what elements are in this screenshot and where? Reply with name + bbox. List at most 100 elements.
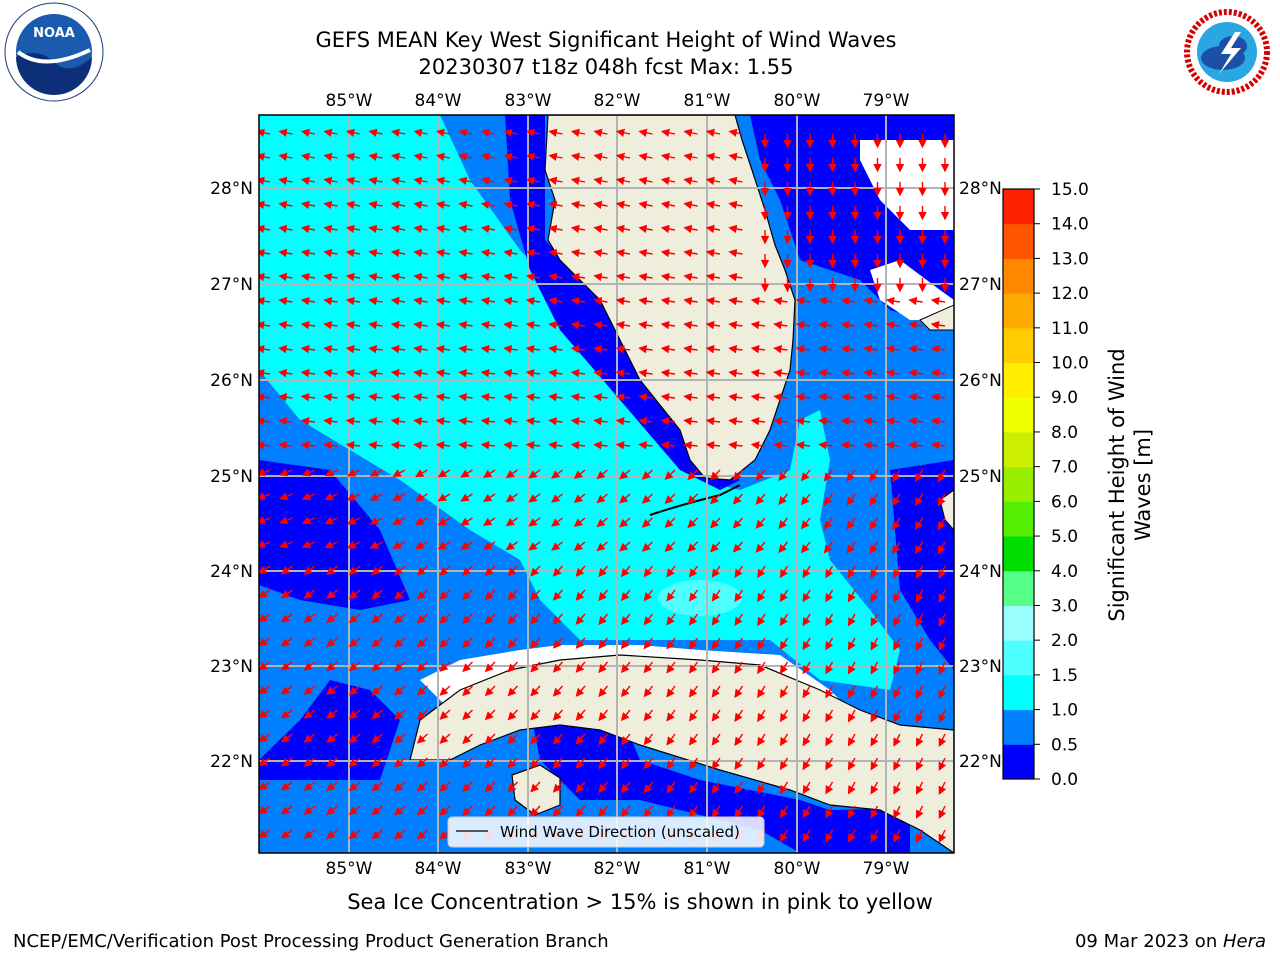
wave-direction-arrow xyxy=(688,613,699,626)
wave-direction-arrow xyxy=(593,296,608,306)
wave-direction-arrow xyxy=(825,685,834,699)
wave-direction-arrow xyxy=(503,176,518,185)
wave-direction-arrow xyxy=(439,733,451,744)
wave-direction-arrow xyxy=(638,248,653,258)
wave-direction-arrow xyxy=(548,441,563,450)
noaa-logo: NOAA xyxy=(4,2,104,102)
wave-direction-arrow xyxy=(870,661,879,675)
wave-direction-arrow xyxy=(345,393,361,402)
wave-direction-arrow xyxy=(458,320,473,330)
wave-direction-arrow xyxy=(683,441,698,450)
wave-direction-arrow xyxy=(278,128,293,137)
wave-direction-arrow xyxy=(530,637,541,649)
wave-direction-arrow xyxy=(938,589,947,603)
wave-direction-arrow xyxy=(908,417,923,426)
map-subtitle: 20230307 t18z 048h fcst Max: 1.55 xyxy=(418,55,794,79)
colorbar-tick-label: 5.0 xyxy=(1051,527,1078,547)
lon-label: 82°W xyxy=(594,91,641,111)
colorbar-tick-label: 2.0 xyxy=(1051,631,1078,651)
wave-direction-arrow xyxy=(938,637,947,651)
wave-direction-arrow xyxy=(779,733,789,747)
wave-direction-arrow xyxy=(416,709,428,720)
wave-direction-arrow xyxy=(938,709,947,723)
wave-direction-arrow xyxy=(570,441,586,450)
wave-direction-arrow xyxy=(802,781,811,795)
wave-direction-arrow xyxy=(345,272,361,282)
noaa-logo-text: NOAA xyxy=(33,26,75,41)
wave-direction-arrow xyxy=(593,128,608,137)
wave-direction-arrow xyxy=(570,417,586,426)
wave-direction-arrow xyxy=(728,441,743,450)
wave-direction-arrow xyxy=(368,296,383,306)
wave-direction-arrow xyxy=(593,248,608,258)
wave-direction-arrow xyxy=(413,176,428,185)
wave-direction-arrow xyxy=(643,565,654,578)
wave-direction-arrow xyxy=(734,781,744,794)
wave-direction-arrow xyxy=(750,296,766,306)
wave-direction-arrow xyxy=(394,733,406,744)
wave-direction-arrow xyxy=(435,128,451,137)
wave-direction-arrow xyxy=(869,493,879,506)
wave-direction-arrow xyxy=(503,200,518,210)
wave-direction-arrow xyxy=(462,781,473,793)
wave-direction-arrow xyxy=(348,685,361,696)
colorbar-tick-label: 0.0 xyxy=(1051,770,1078,790)
wave-direction-arrow xyxy=(552,733,564,745)
wave-direction-arrow xyxy=(885,393,901,402)
wave-direction-arrow xyxy=(795,369,811,378)
lon-label: 83°W xyxy=(505,859,552,879)
wave-direction-arrow xyxy=(259,685,271,695)
wave-direction-arrow xyxy=(664,469,676,480)
wave-direction-arrow xyxy=(368,224,383,234)
colorbar-segment xyxy=(1003,744,1034,780)
wave-direction-arrow xyxy=(688,565,699,578)
sea-ice-note: Sea Ice Concentration > 15% is shown in … xyxy=(347,890,933,914)
wave-direction-arrow xyxy=(734,637,744,650)
colorbar-segment xyxy=(1003,293,1034,329)
wave-direction-arrow xyxy=(460,493,473,502)
wave-direction-arrow xyxy=(326,637,338,647)
wave-direction-arrow xyxy=(480,224,496,234)
wave-direction-arrow xyxy=(840,320,856,330)
wave-direction-arrow xyxy=(392,493,406,501)
wave-direction-arrow xyxy=(368,152,383,161)
wave-direction-arrow xyxy=(458,152,473,161)
wave-direction-arrow xyxy=(755,541,766,553)
wave-direction-arrow xyxy=(530,733,541,745)
wave-direction-arrow xyxy=(937,541,946,555)
wave-direction-arrow xyxy=(801,469,811,482)
wave-direction-arrow xyxy=(507,589,519,601)
wave-direction-arrow xyxy=(552,781,564,793)
wave-direction-arrow xyxy=(593,441,608,450)
wave-direction-arrow xyxy=(598,733,609,746)
wave-direction-arrow xyxy=(394,589,406,600)
wave-direction-arrow xyxy=(847,709,856,723)
wave-direction-arrow xyxy=(368,393,383,402)
wave-direction-arrow xyxy=(462,685,473,697)
colorbar-segment xyxy=(1003,466,1034,502)
wave-direction-arrow xyxy=(259,805,271,815)
wave-direction-arrow xyxy=(575,733,586,745)
wave-direction-arrow xyxy=(870,565,879,579)
wave-direction-arrow xyxy=(870,805,879,819)
wave-direction-arrow xyxy=(728,128,743,137)
wave-direction-arrow xyxy=(300,128,316,137)
wave-direction-arrow xyxy=(916,565,924,579)
wave-direction-arrow xyxy=(643,685,654,698)
wave-direction-arrow xyxy=(728,296,743,306)
wave-direction-arrow xyxy=(303,637,316,647)
wave-direction-arrow xyxy=(666,613,676,626)
wave-direction-arrow xyxy=(893,685,901,699)
wave-direction-arrow xyxy=(750,369,766,378)
wave-direction-arrow xyxy=(619,493,631,504)
wave-direction-arrow xyxy=(570,200,586,210)
colorbar-tick-label: 12.0 xyxy=(1051,284,1089,304)
wave-direction-arrow xyxy=(462,805,473,817)
wave-direction-arrow xyxy=(598,757,609,770)
wave-direction-arrow xyxy=(416,781,428,792)
colorbar-tick-label: 9.0 xyxy=(1051,388,1078,408)
wave-direction-arrow xyxy=(570,345,586,354)
wave-direction-arrow xyxy=(390,200,406,210)
wave-direction-arrow xyxy=(757,733,766,747)
